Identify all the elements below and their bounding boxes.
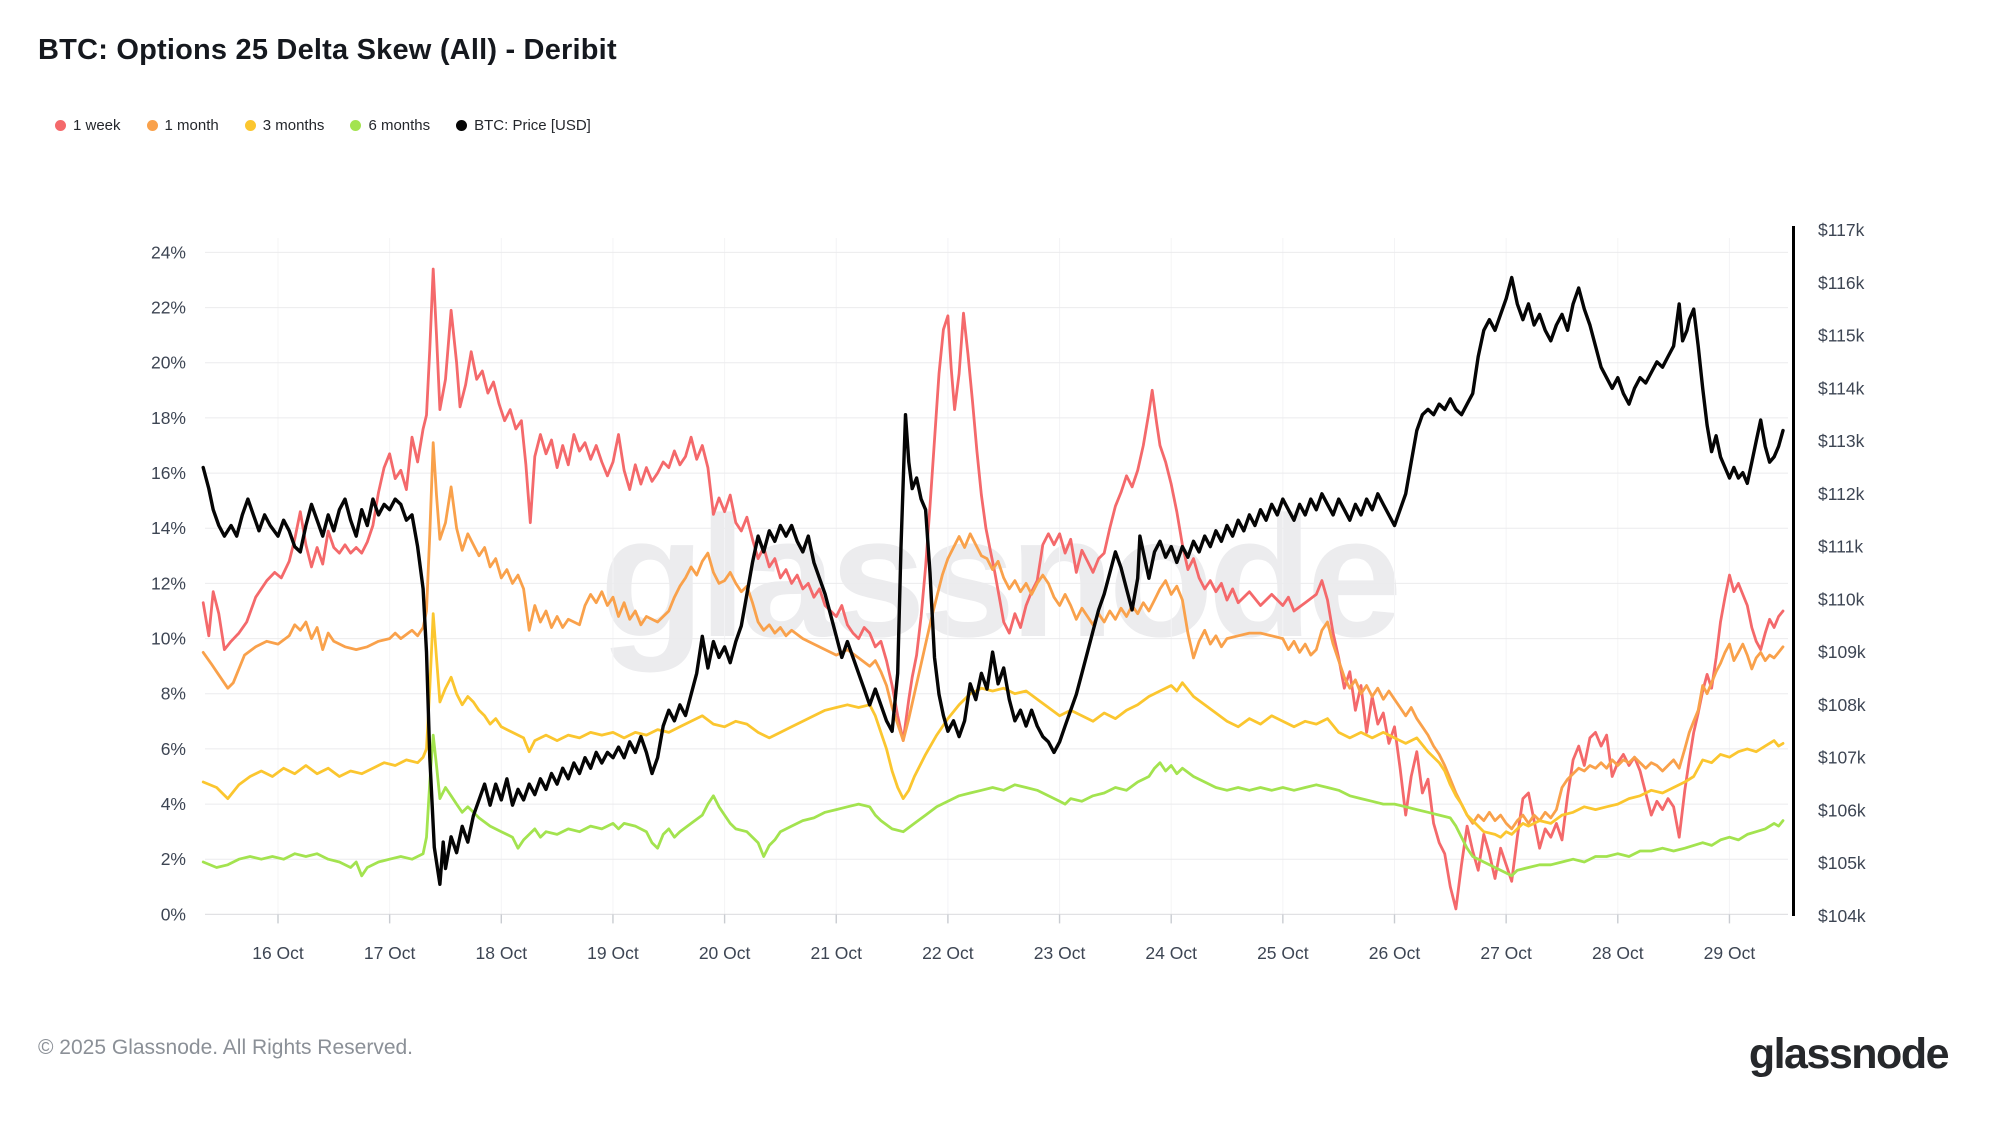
y-right-label-113k: $113k [1818,431,1865,451]
legend-item-3-months[interactable]: 3 months [244,117,325,134]
y-left-label-24pct: 24% [151,242,186,262]
glassnode-logo: glassnode [1748,1030,1950,1078]
legend-item-btc-price-usd[interactable]: BTC: Price [USD] [456,117,591,134]
y-right-label-106k: $106k [1818,800,1866,820]
y-right-label-107k: $107k [1818,748,1866,768]
legend-item-6-months[interactable]: 6 months [350,117,430,134]
y-right-label-111k: $111k [1818,537,1863,557]
series-line-1-week [201,267,1785,911]
y-left-label-4pct: 4% [161,794,186,814]
y-left-label-20pct: 20% [151,353,186,373]
x-tick-label-21-oct: 21 Oct [810,943,862,963]
legend-item-1-week[interactable]: 1 week [55,117,121,134]
x-tick-label-24-oct: 24 Oct [1145,943,1197,963]
y-left-label-10pct: 10% [151,629,186,649]
x-tick-label-20-oct: 20 Oct [699,943,751,963]
legend-label-1-week: 1 week [73,117,121,134]
y-right-label-104k: $104k [1818,906,1866,926]
y-left-label-8pct: 8% [161,684,186,704]
page-title: BTC: Options 25 Delta Skew (All) - Derib… [38,34,617,66]
legend-dot-btc-price-usd [456,120,468,131]
legend-item-1-month[interactable]: 1 month [146,117,219,134]
y-left-label-18pct: 18% [151,408,186,428]
y-left-label-2pct: 2% [161,849,186,869]
y-right-label-114k: $114k [1818,378,1865,398]
x-tick-label-28-oct: 28 Oct [1592,943,1644,963]
series-line-3-months [201,612,1785,839]
x-tick-label-29-oct: 29 Oct [1704,943,1756,963]
x-tick-label-27-oct: 27 Oct [1480,943,1532,963]
y-right-label-110k: $110k [1818,589,1865,609]
x-tick-label-25-oct: 25 Oct [1257,943,1309,963]
y-left-label-14pct: 14% [151,518,186,538]
x-tick-label-22-oct: 22 Oct [922,943,974,963]
y-right-label-112k: $112k [1818,484,1865,504]
legend-dot-3-months [244,120,256,131]
y-right-label-115k: $115k [1818,326,1865,346]
y-left-label-22pct: 22% [151,298,186,318]
y-left-label-6pct: 6% [161,739,186,759]
y-right-label-108k: $108k [1818,695,1866,715]
x-tick-label-19-oct: 19 Oct [587,943,639,963]
y-left-label-0pct: 0% [161,904,186,924]
x-tick-label-17-oct: 17 Oct [364,943,416,963]
y-right-label-109k: $109k [1818,642,1866,662]
legend-label-3-months: 3 months [262,117,325,134]
legend: 1 week 1 month 3 months 6 months BTC: Price … [55,117,591,134]
legend-dot-1-week [55,120,66,131]
series-line-6-months [201,733,1785,878]
x-tick-label-23-oct: 23 Oct [1034,943,1086,963]
x-tick-label-18-oct: 18 Oct [476,943,528,963]
x-tick-label-26-oct: 26 Oct [1369,943,1421,963]
series-line-btc-price-usd [201,275,1785,886]
series-line-1-month [201,441,1785,831]
y-right-label-117k: $117k [1818,220,1865,240]
copyright-text: © 2025 Glassnode. All Rights Reserved. [38,1036,414,1059]
x-tick-label-16-oct: 16 Oct [252,943,304,963]
y-left-label-16pct: 16% [151,463,186,483]
legend-dot-1-month [146,120,158,131]
y-right-label-105k: $105k [1818,853,1866,873]
y-left-label-12pct: 12% [151,573,186,593]
legend-label-btc-price-usd: BTC: Price [USD] [474,117,591,134]
legend-label-1-month: 1 month [164,117,219,134]
legend-label-6-months: 6 months [368,117,431,134]
y-right-label-116k: $116k [1818,273,1865,293]
legend-dot-6-months [350,120,362,131]
